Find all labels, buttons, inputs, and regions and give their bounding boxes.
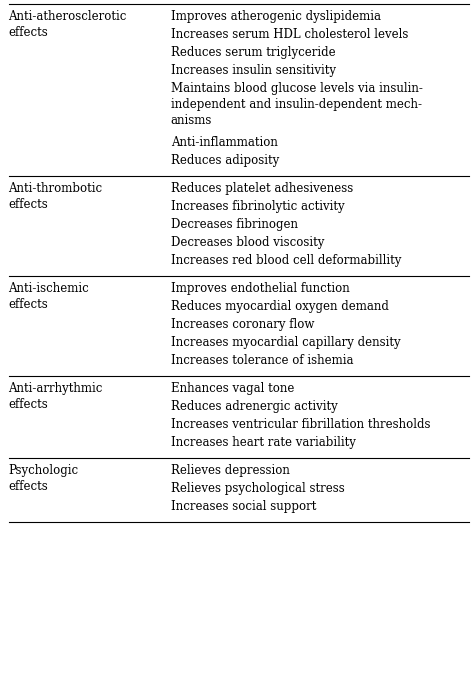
Text: Maintains blood glucose levels via insulin-
independent and insulin-dependent me: Maintains blood glucose levels via insul…	[171, 82, 422, 127]
Text: Increases tolerance of ishemia: Increases tolerance of ishemia	[171, 354, 353, 367]
Text: Reduces adrenergic activity: Reduces adrenergic activity	[171, 400, 337, 413]
Text: Reduces serum triglyceride: Reduces serum triglyceride	[171, 46, 335, 59]
Text: Decreases fibrinogen: Decreases fibrinogen	[171, 218, 298, 231]
Text: Relieves psychological stress: Relieves psychological stress	[171, 482, 345, 495]
Text: Reduces platelet adhesiveness: Reduces platelet adhesiveness	[171, 182, 353, 195]
Text: Anti-inflammation: Anti-inflammation	[171, 136, 277, 149]
Text: Anti-ischemic
effects: Anti-ischemic effects	[9, 282, 89, 311]
Text: Enhances vagal tone: Enhances vagal tone	[171, 382, 294, 395]
Text: Increases heart rate variability: Increases heart rate variability	[171, 436, 356, 449]
Text: Anti-thrombotic
effects: Anti-thrombotic effects	[9, 182, 103, 211]
Text: Relieves depression: Relieves depression	[171, 464, 290, 477]
Text: Increases serum HDL cholesterol levels: Increases serum HDL cholesterol levels	[171, 28, 408, 41]
Text: Improves atherogenic dyslipidemia: Improves atherogenic dyslipidemia	[171, 10, 381, 23]
Text: Decreases blood viscosity: Decreases blood viscosity	[171, 236, 324, 249]
Text: Increases ventricular fibrillation thresholds: Increases ventricular fibrillation thres…	[171, 418, 430, 431]
Text: Increases coronary flow: Increases coronary flow	[171, 318, 314, 331]
Text: Anti-atherosclerotic
effects: Anti-atherosclerotic effects	[9, 10, 127, 39]
Text: Anti-arrhythmic
effects: Anti-arrhythmic effects	[9, 382, 103, 411]
Text: Increases insulin sensitivity: Increases insulin sensitivity	[171, 64, 336, 77]
Text: Reduces adiposity: Reduces adiposity	[171, 154, 279, 167]
Text: Increases myocardial capillary density: Increases myocardial capillary density	[171, 336, 400, 349]
Text: Psychologic
effects: Psychologic effects	[9, 464, 79, 493]
Text: Increases fibrinolytic activity: Increases fibrinolytic activity	[171, 200, 344, 213]
Text: Reduces myocardial oxygen demand: Reduces myocardial oxygen demand	[171, 300, 389, 313]
Text: Improves endothelial function: Improves endothelial function	[171, 282, 349, 295]
Text: Increases red blood cell deformabillity: Increases red blood cell deformabillity	[171, 254, 401, 267]
Text: Increases social support: Increases social support	[171, 500, 316, 513]
